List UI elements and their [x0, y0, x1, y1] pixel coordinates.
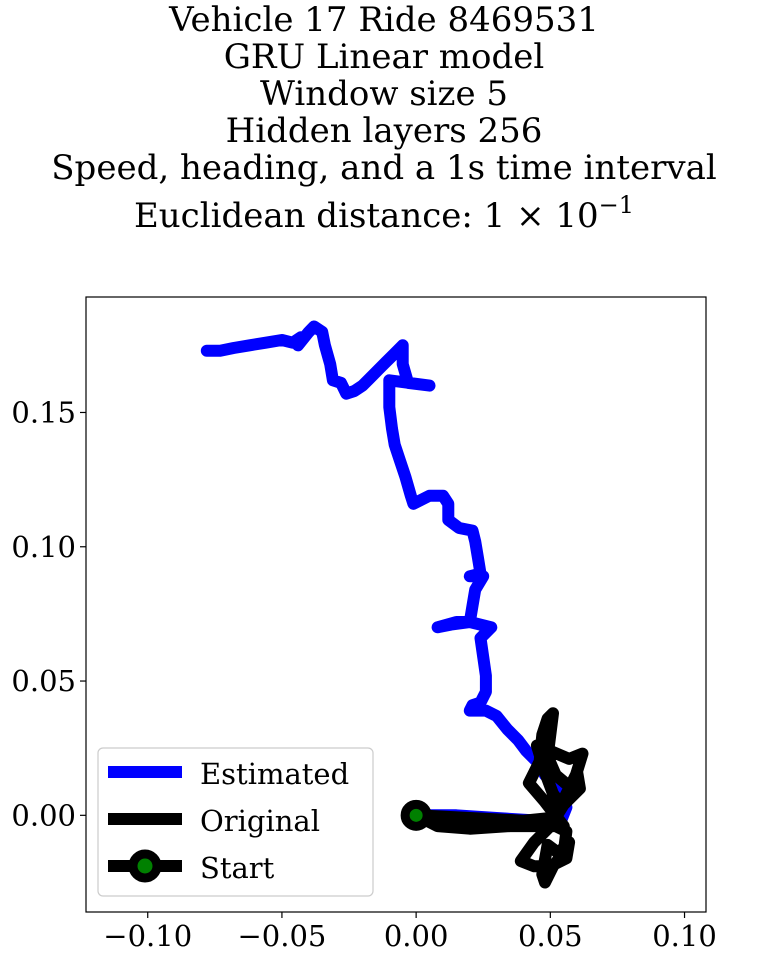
legend-estimated-label: Estimated [200, 757, 349, 791]
title-line-6: Euclidean distance: 1 × 10−1 [0, 187, 768, 235]
title-line-2: GRU Linear model [223, 37, 545, 77]
ticks-layer: −0.10 −0.05 0.00 0.05 0.10 0.00 0.05 0.10 0.15 [11, 395, 716, 953]
y-tick-label: 0.15 [11, 395, 76, 429]
series-original-line [410, 707, 589, 889]
legend: Estimated Original Start [97, 747, 374, 897]
chart-title: Vehicle 17 Ride 8469531 GRU Linear model… [0, 2, 768, 235]
legend-box [97, 747, 374, 897]
title-line-1: Vehicle 17 Ride 8469531 [169, 0, 599, 40]
x-tick-label: −0.05 [237, 919, 326, 953]
legend-start-marker [128, 849, 162, 883]
title-line-5: Speed, heading, and a 1s time interval [51, 148, 717, 188]
series-layer [200, 320, 589, 889]
title-metric-prefix: Euclidean distance: [133, 196, 484, 236]
x-tick-label: 0.10 [652, 919, 717, 953]
x-tick-label: 0.00 [384, 919, 449, 953]
title-line-4: Hidden layers 256 [225, 111, 543, 151]
y-tick-label: 0.00 [11, 798, 76, 832]
x-tick-label: 0.05 [518, 919, 583, 953]
x-tick-label: −0.10 [103, 919, 192, 953]
title-metric-exponent: −1 [598, 191, 635, 219]
title-metric-value: 1 × 10 [483, 196, 599, 236]
series-estimated-line [200, 320, 573, 833]
title-line-3: Window size 5 [259, 74, 509, 114]
axes-frame [85, 296, 707, 913]
legend-start-label: Start [200, 851, 275, 885]
legend-original-label: Original [200, 804, 320, 838]
y-tick-label: 0.05 [11, 664, 76, 698]
start-marker [400, 799, 432, 831]
y-tick-label: 0.10 [11, 530, 76, 564]
